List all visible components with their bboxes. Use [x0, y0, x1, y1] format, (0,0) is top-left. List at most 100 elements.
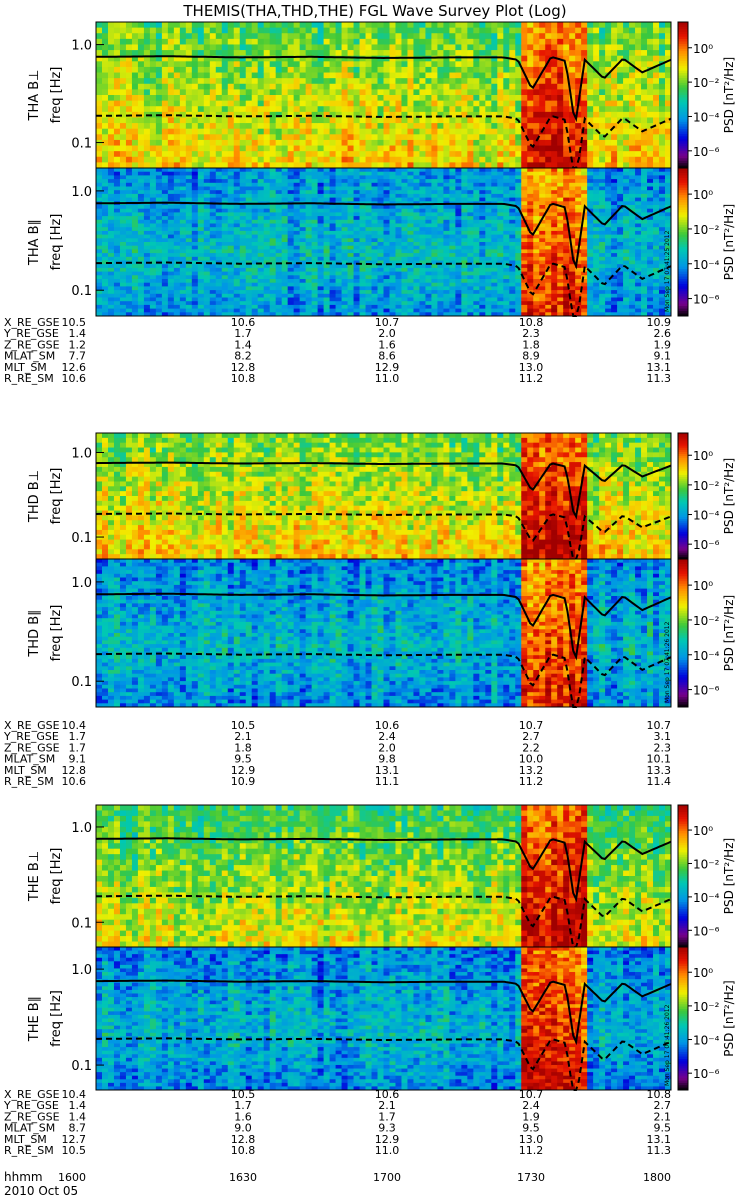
time-tick-label: 1630 [229, 1171, 257, 1184]
colorbar-frame [677, 167, 689, 317]
ephemeris-value: 10.5 [231, 1088, 256, 1101]
ephemeris-value: 2.6 [654, 327, 672, 340]
ephemeris-value: 1.4 [69, 327, 87, 340]
spectrogram-heatmap [96, 805, 672, 948]
time-label: hhmm [4, 1170, 43, 1184]
generation-stamp: Mon Sep 17 07:41:26 2012 [664, 621, 671, 703]
colorbar-tick-label: 10⁰ [693, 824, 713, 838]
freq-tick-label: 1.0 [71, 821, 92, 836]
ephemeris-value: 1.7 [234, 327, 252, 340]
ephemeris-value: 1.4 [69, 1110, 87, 1123]
ephemeris-value: 9.1 [69, 753, 87, 766]
ephemeris-value: 1.2 [69, 338, 87, 351]
ephemeris-row-name: MLAT_SM [4, 350, 55, 363]
ephemeris-value: 8.6 [378, 350, 396, 363]
ephemeris-value: 10.5 [62, 316, 87, 329]
freq-tick-label: 0.1 [71, 1059, 92, 1074]
panel-2: 1.0 0.1 THD B⊥ freq [Hz] [27, 432, 672, 560]
ephemeris-value: 2.2 [522, 741, 540, 754]
colorbar-label: PSD [nT²/Hz] [722, 838, 736, 914]
ephemeris-value: 10.7 [519, 719, 544, 732]
ephemeris-value: 2.3 [654, 741, 672, 754]
colorbar-tick-label: 10⁻² [693, 76, 720, 90]
freq-axis-label: freq [Hz] [49, 468, 64, 525]
ephemeris-value: 8.7 [69, 1122, 87, 1135]
ephemeris-value: 9.0 [234, 1122, 252, 1135]
ephemeris-row-name: X_RE_GSE [4, 1088, 60, 1101]
plot-title: THEMIS(THA,THD,THE) FGL Wave Survey Plot… [182, 2, 566, 20]
freq-tick-label: 1.0 [71, 576, 92, 591]
ephemeris-value: 12.8 [62, 764, 87, 777]
colorbar-tick-label: 10⁻⁴ [693, 1034, 720, 1048]
gyrofrequency-line [95, 837, 672, 903]
panel-frame [95, 558, 672, 708]
ephemeris-value: 2.7 [522, 730, 540, 743]
ephemeris-value: 9.5 [522, 1122, 540, 1135]
panel-label: THA B⊥ [27, 70, 42, 122]
spectrogram-panels: 1.0 0.1 THA B⊥ freq [Hz] 1.0 0.1 THA B∥ freq [H… [27, 21, 672, 1091]
ephemeris-value: 11.2 [519, 1144, 544, 1157]
ephemeris-value: 11.2 [519, 372, 544, 385]
ephemeris-row-name: MLT_SM [4, 764, 47, 777]
freq-tick-label: 1.0 [71, 39, 92, 54]
ephemeris-value: 2.7 [654, 1099, 672, 1112]
panel-label: THD B∥ [27, 609, 42, 657]
ephemeris-value: 11.3 [647, 372, 672, 385]
freq-tick-label: 0.1 [71, 137, 92, 152]
ephemeris-value: 10.4 [62, 719, 87, 732]
ephemeris-value: 13.1 [647, 361, 672, 374]
freq-tick-label: 0.1 [71, 531, 92, 546]
time-tick-label: 1700 [373, 1171, 401, 1184]
spectrogram-heatmap [96, 22, 672, 169]
ephemeris-value: 11.3 [647, 1144, 672, 1157]
colorbar-tick-label: 10⁻⁴ [693, 110, 720, 124]
freq-tick-label: 0.1 [71, 675, 92, 690]
generation-stamp: Mon Sep 17 07:41:25 2012 [664, 230, 671, 312]
colorbar-tick-label: 10⁻⁶ [693, 684, 720, 698]
gyrofrequency-line [96, 55, 672, 123]
ephemeris-value: 8.9 [522, 350, 540, 363]
colorbar-tick-label: 10⁻² [693, 614, 720, 628]
ephemeris-value: 13.2 [519, 764, 544, 777]
ephemeris-value: 13.0 [519, 1133, 544, 1146]
ephemeris-value: 9.5 [234, 753, 252, 766]
colorbar-tick-label: 10⁻⁶ [693, 145, 720, 159]
ephemeris-value: 9.3 [378, 1122, 396, 1135]
panel-1: 1.0 0.1 THA B∥ freq [Hz] Mon Sep 17 07:41:25… [27, 167, 672, 317]
ephemeris-value: 10.7 [519, 1088, 544, 1101]
colorbar-label: PSD [nT²/Hz] [722, 458, 736, 534]
ephemeris-value: 11.0 [375, 372, 400, 385]
ephemeris-value: 10.1 [647, 753, 672, 766]
ephemeris-value: 13.1 [375, 764, 400, 777]
panel-label: THE B⊥ [27, 851, 42, 902]
ephemeris-row-name: R_RE_SM [4, 1144, 54, 1157]
generation-stamp: Mon Sep 17 07:41:26 2012 [664, 1004, 671, 1086]
ephemeris-value: 2.3 [522, 327, 540, 340]
ephemeris-THD: X_RE_GSE 10.4 10.5 10.6 10.7 10.7 Y_RE_GSE 1.7 2… [3, 719, 671, 788]
ephemeris-value: 10.8 [231, 1144, 256, 1157]
ephemeris-THA: X_RE_GSE 10.5 10.6 10.7 10.8 10.9Y_RE_GSE 1.4 1… [3, 316, 671, 385]
ephemeris-row-name: Y_RE_GSE [3, 730, 59, 743]
freq-axis-label: freq [Hz] [49, 990, 64, 1047]
colorbar-tick-label: 10⁰ [693, 966, 713, 980]
ephemeris-value: 10.8 [231, 372, 256, 385]
ephemeris-row-name: Z_RE_GSE [4, 741, 60, 754]
ephemeris-row-name: MLAT_SM [4, 753, 55, 766]
ephemeris-value: 13.3 [647, 764, 672, 777]
ephemeris-value: 1.4 [69, 1099, 87, 1112]
ephemeris-value: 11.0 [375, 1144, 400, 1157]
ephemeris-value: 13.0 [519, 361, 544, 374]
ephemeris-row-name: X_RE_GSE [4, 719, 60, 732]
ephemeris-value: 7.7 [69, 350, 87, 363]
ephemeris-value: 12.7 [62, 1133, 87, 1146]
panel-label: THE B∥ [27, 996, 42, 1042]
ephemeris-value: 10.0 [519, 753, 544, 766]
gyrofrequency-line [96, 979, 672, 1046]
ephemeris-row-name: MLT_SM [4, 361, 47, 374]
ephemeris-THE: X_RE_GSE 10.4 10.5 10.6 10.7 10.8Y_RE_GSE 1.4 1… [3, 1088, 671, 1157]
freq-axis-label: freq [Hz] [49, 214, 64, 271]
panel-label: THA B∥ [27, 219, 42, 266]
ephemeris-row-name: Y_RE_GSE [3, 1099, 59, 1112]
